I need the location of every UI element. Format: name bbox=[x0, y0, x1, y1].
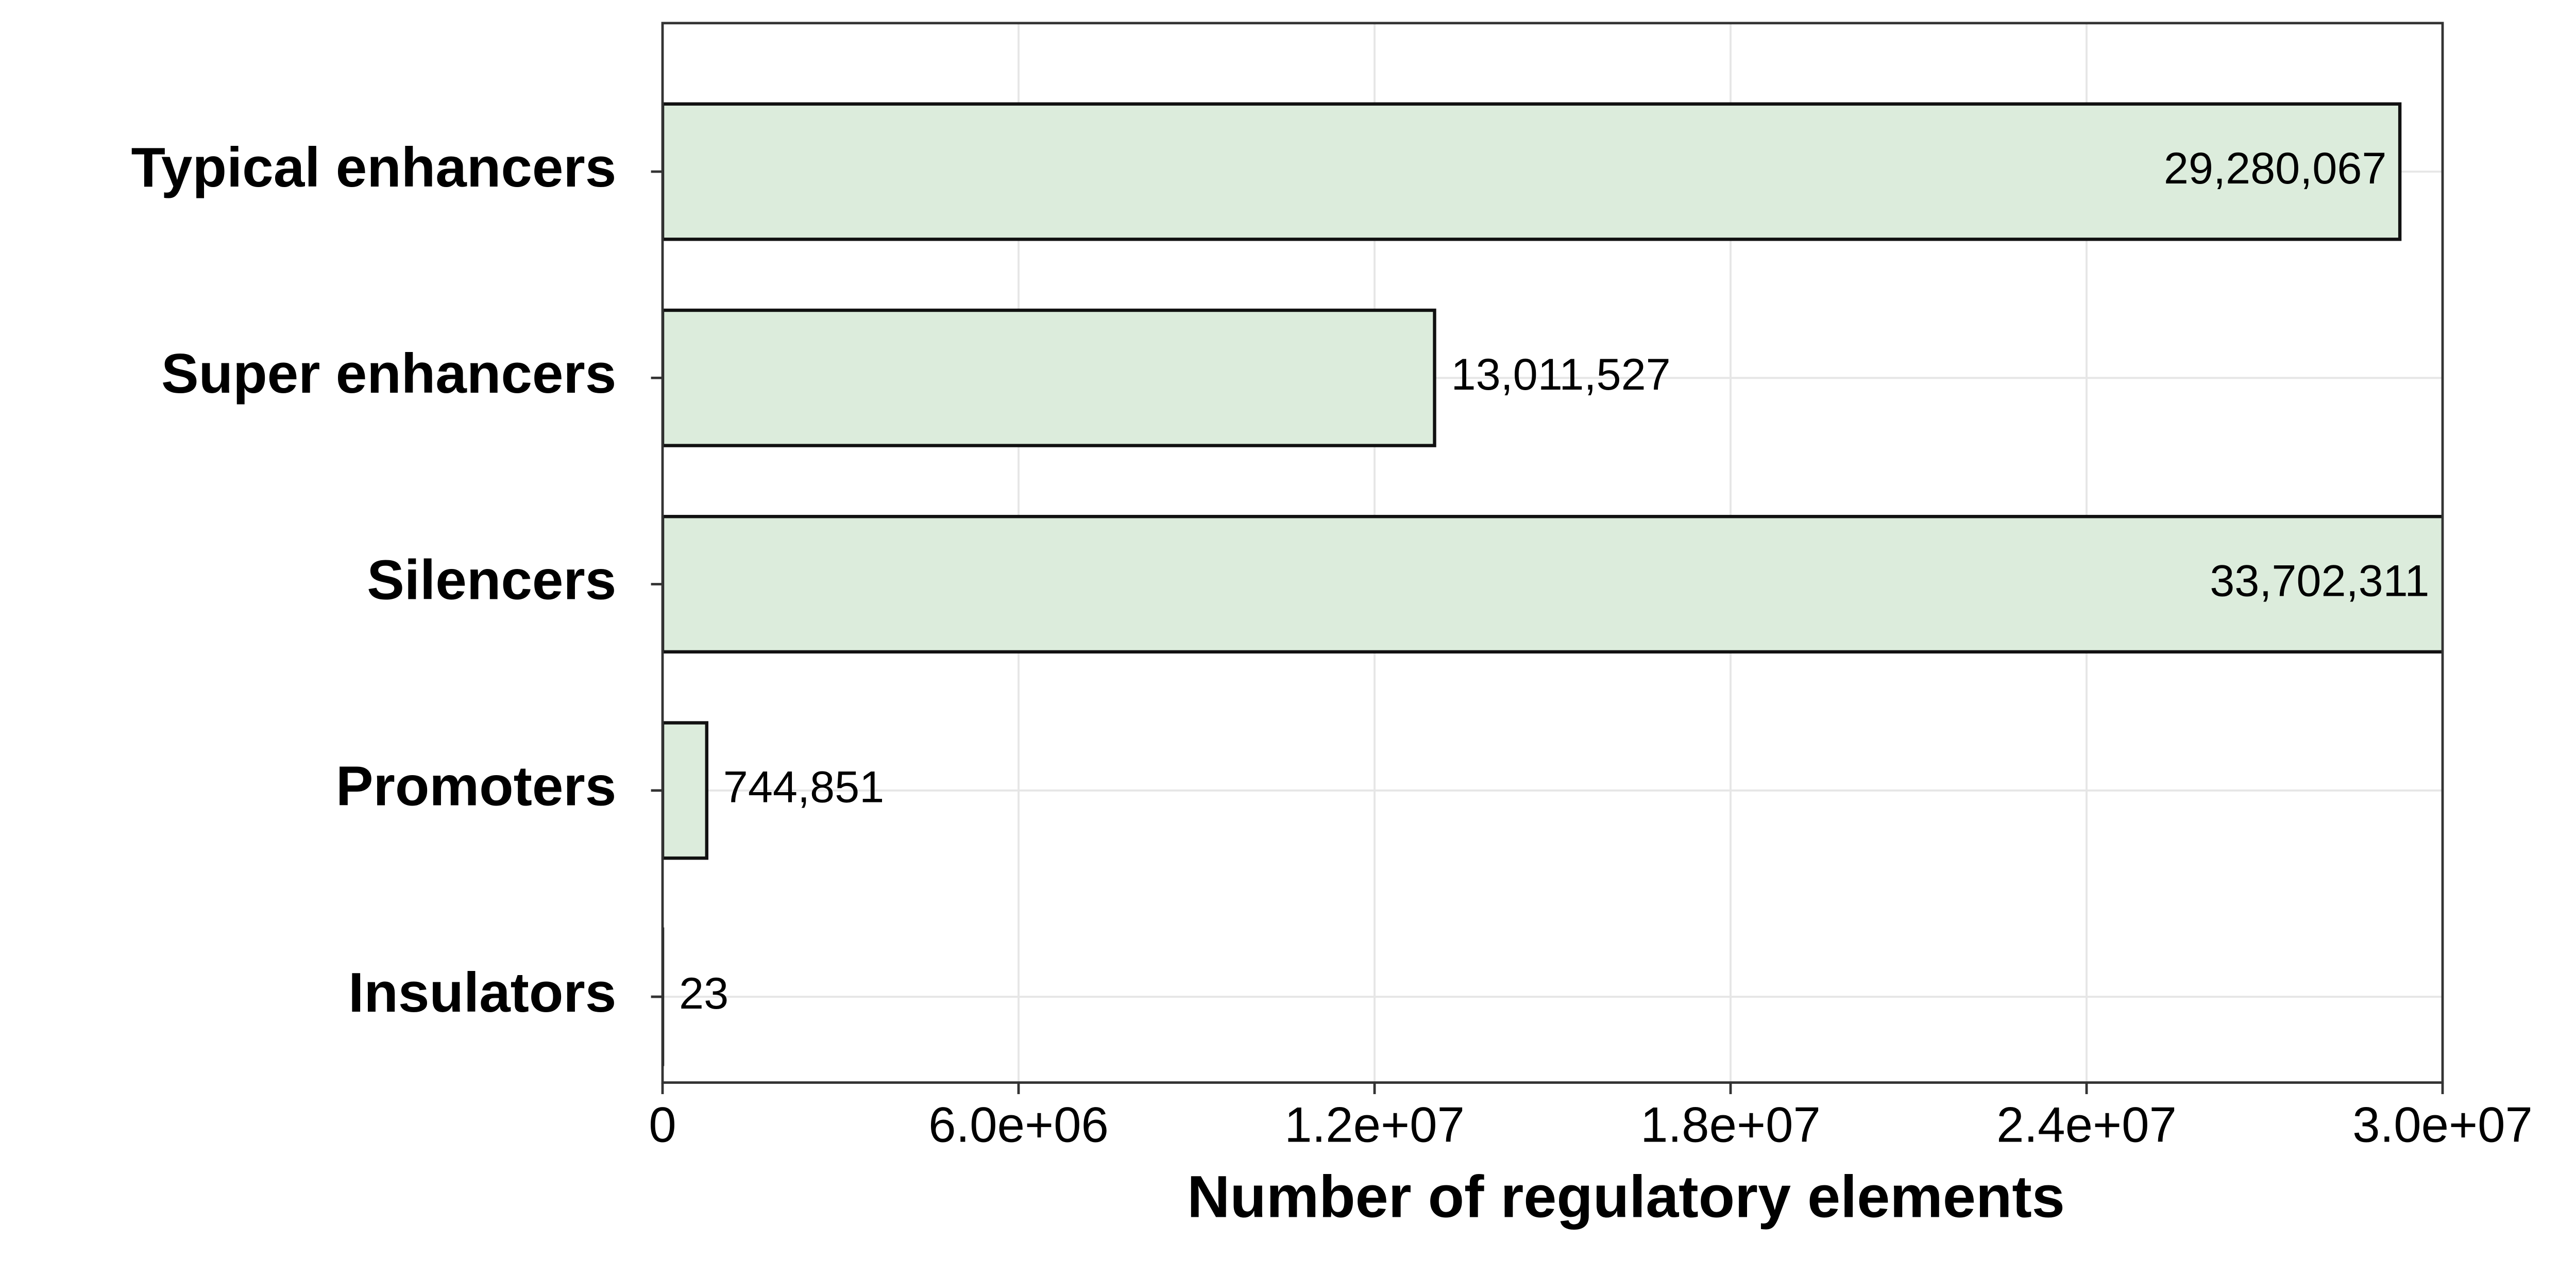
value-label: 29,280,067 bbox=[2164, 144, 2387, 193]
bar-layer bbox=[662, 102, 2443, 1066]
x-tick-label: 6.0e+06 bbox=[928, 1098, 1109, 1153]
y-tick-label: Promoters bbox=[336, 755, 616, 818]
bar bbox=[662, 308, 1436, 447]
x-tick-label: 1.2e+07 bbox=[1284, 1098, 1465, 1153]
x-tick-label: 0 bbox=[649, 1098, 676, 1153]
bar bbox=[662, 515, 2443, 654]
value-label: 23 bbox=[679, 969, 728, 1018]
bar bbox=[662, 721, 708, 860]
value-label: 744,851 bbox=[723, 763, 884, 812]
y-tick-label: Super enhancers bbox=[161, 342, 616, 405]
value-label: 33,702,311 bbox=[2210, 556, 2429, 606]
x-tick-label: 1.8e+07 bbox=[1640, 1098, 1821, 1153]
y-tick-label: Silencers bbox=[367, 548, 616, 611]
bar bbox=[662, 102, 2402, 241]
x-axis-label: Number of regulatory elements bbox=[1187, 1164, 2065, 1230]
plot-frame bbox=[661, 22, 2444, 1084]
y-tick-label: Typical enhancers bbox=[131, 136, 616, 199]
x-tick-label: 3.0e+07 bbox=[2352, 1098, 2533, 1153]
x-tick-label: 2.4e+07 bbox=[1996, 1098, 2177, 1153]
y-tick-label: Insulators bbox=[348, 961, 616, 1024]
label-layer: 0 6.0e+06 1.2e+07 1.8e+07 2.4e+07 3.0e+07 Typi… bbox=[131, 136, 2532, 1153]
value-label: 13,011,527 bbox=[1451, 350, 1671, 399]
